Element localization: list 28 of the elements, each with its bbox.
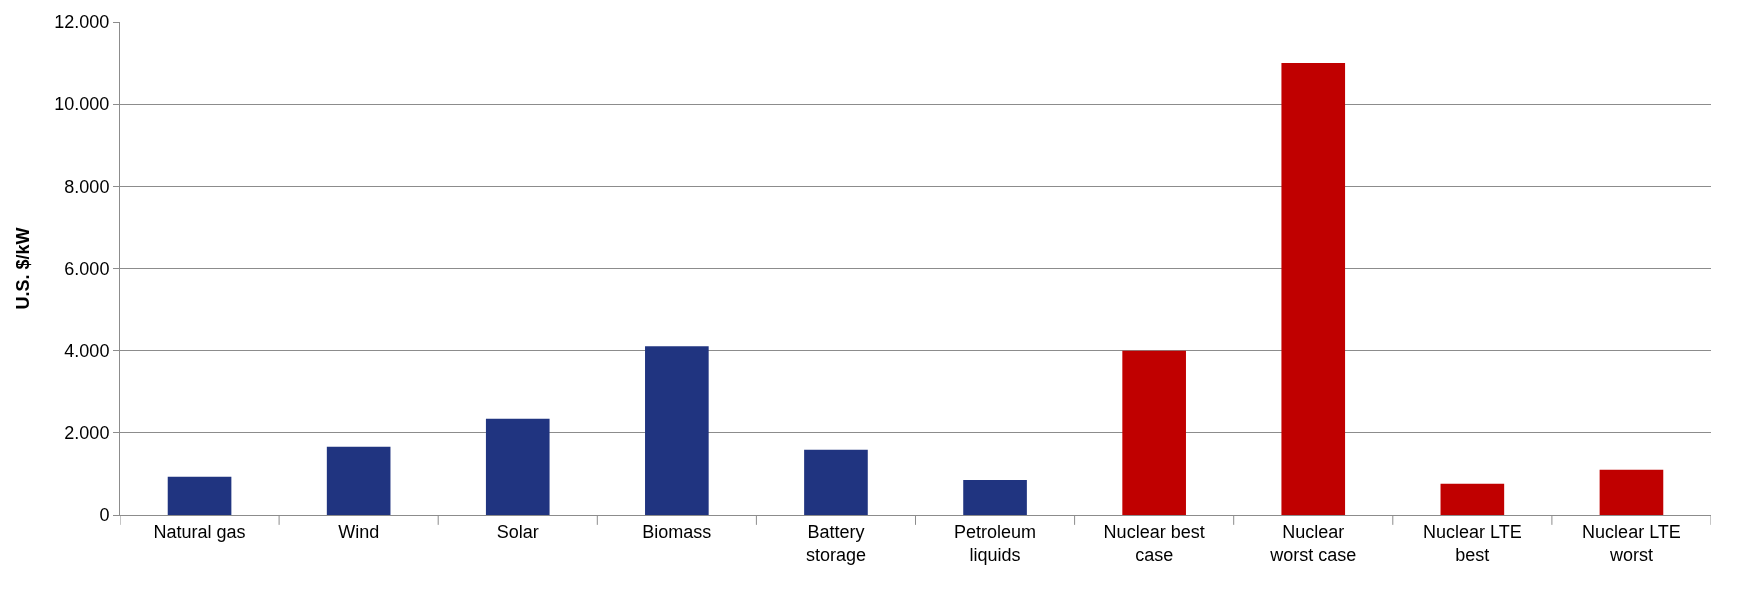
bar xyxy=(485,418,550,515)
x-tick-label: Wind xyxy=(338,521,380,542)
y-tick-label: 12.000 xyxy=(54,12,110,33)
x-tick-label: Natural gas xyxy=(153,521,246,542)
y-tick-label: 4.000 xyxy=(64,340,110,361)
y-axis-title: U.S. $/kW xyxy=(12,227,33,310)
x-tick-label: Nuclear best case xyxy=(1103,521,1205,565)
y-tick-label: 0 xyxy=(99,505,110,526)
bar xyxy=(645,346,709,515)
bar xyxy=(1440,483,1505,515)
bar xyxy=(1122,350,1186,515)
x-tick-label: Battery storage xyxy=(805,521,866,565)
bar xyxy=(963,480,1027,515)
y-tick-label: 10.000 xyxy=(54,94,110,115)
x-tick-label: Nuclear worst case xyxy=(1269,521,1357,565)
y-tick-label: 8.000 xyxy=(64,176,110,197)
bar xyxy=(1599,469,1664,515)
y-tick-label: 6.000 xyxy=(64,258,110,279)
bar xyxy=(1281,63,1346,515)
x-tick-label: Solar xyxy=(496,521,539,542)
bar xyxy=(326,446,391,515)
x-tick-label: Petroleum liquids xyxy=(954,521,1037,565)
x-tick-label: Nuclear LTE best xyxy=(1423,521,1522,565)
bar xyxy=(804,449,868,515)
x-tick-label: Nuclear LTE worst xyxy=(1582,521,1681,565)
y-tick-label: 2.000 xyxy=(64,423,110,444)
x-tick-label: Biomass xyxy=(642,521,712,542)
bar xyxy=(167,476,232,515)
